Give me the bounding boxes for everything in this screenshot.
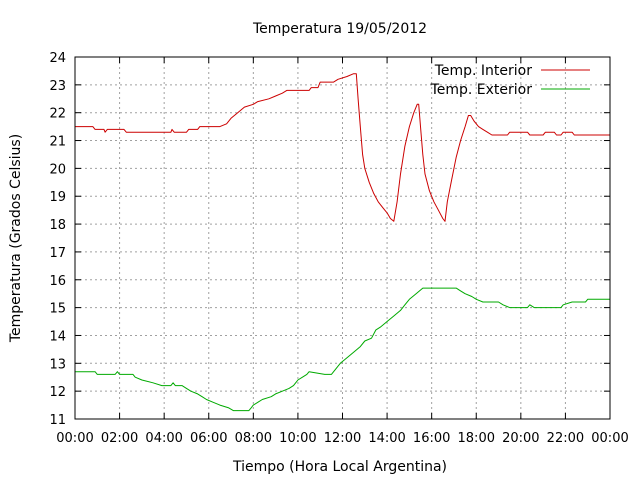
x-tick-label: 14:00 [368,431,405,446]
x-tick-label: 04:00 [145,431,182,446]
x-axis-title: Tiempo (Hora Local Argentina) [232,459,447,475]
series-lines [75,73,610,412]
y-tick-label: 18 [49,218,66,233]
series-line-exterior [75,287,610,412]
x-tick-label: 16:00 [413,431,450,446]
y-tick-label: 17 [49,246,66,261]
y-tick-label: 20 [49,162,66,177]
x-tick-label: 18:00 [458,431,495,446]
y-tick-label: 12 [49,385,66,400]
x-tick-label: 22:00 [547,431,584,446]
y-tick-label: 21 [49,135,66,150]
plot-area-border [74,56,611,420]
y-tick-label: 19 [49,190,66,205]
y-tick-label: 11 [49,413,66,428]
y-tick-label: 22 [49,107,66,122]
legend-label: Temp. Interior [434,63,533,79]
x-tick-label: 02:00 [101,431,138,446]
legend: Temp. Interior Temp. Exterior [430,63,590,98]
x-tick-label: 10:00 [279,431,316,446]
y-tick-label: 24 [49,51,66,66]
series-line-interior [75,73,610,222]
y-tick-label: 14 [49,329,66,344]
y-tick-label: 23 [49,79,66,94]
x-tick-label: 00:00 [591,431,628,446]
chart-title: Temperatura 19/05/2012 [252,21,427,37]
x-tick-label: 00:00 [56,431,93,446]
x-tick-label: 20:00 [502,431,539,446]
grid-lines [75,57,610,419]
y-axis-title: Temperatura (Grados Celsius) [8,134,24,343]
x-tick-label: 06:00 [190,431,227,446]
y-tick-label: 15 [49,302,66,317]
axis-ticks: 11 12 13 14 15 16 17 18 19 20 21 22 23 24 00:00 02:00 04… [49,51,628,446]
y-tick-label: 16 [49,274,66,289]
x-tick-label: 12:00 [324,431,361,446]
y-tick-label: 13 [49,357,66,372]
legend-label: Temp. Exterior [430,82,533,98]
x-tick-label: 08:00 [235,431,272,446]
